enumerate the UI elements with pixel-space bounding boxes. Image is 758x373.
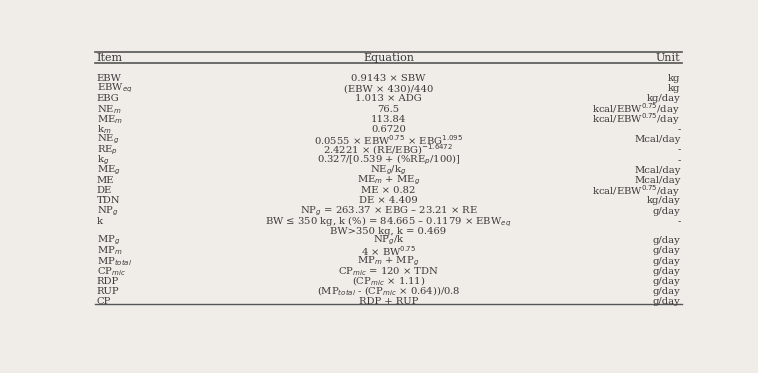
Text: Mcal/day: Mcal/day	[634, 166, 681, 175]
Text: CP$_{mic}$: CP$_{mic}$	[96, 265, 126, 278]
Text: g/day: g/day	[653, 247, 681, 256]
Text: g/day: g/day	[653, 257, 681, 266]
Text: MP$_{g}$: MP$_{g}$	[96, 234, 120, 247]
Text: EBW$_{eq}$: EBW$_{eq}$	[96, 82, 132, 95]
Text: NP$_{g}$: NP$_{g}$	[96, 204, 118, 218]
Text: MP$_{m}$: MP$_{m}$	[96, 245, 122, 257]
Text: Mcal/day: Mcal/day	[634, 176, 681, 185]
Text: 1.013 × ADG: 1.013 × ADG	[355, 94, 422, 103]
Text: MP$_{total}$: MP$_{total}$	[96, 255, 132, 267]
Text: MP$_{m}$ + MP$_{g}$: MP$_{m}$ + MP$_{g}$	[357, 254, 420, 268]
Text: -: -	[677, 125, 681, 134]
Text: RE$_{p}$: RE$_{p}$	[96, 143, 117, 157]
Text: EBW: EBW	[96, 74, 121, 83]
Text: Equation: Equation	[363, 53, 414, 63]
Text: NP$_{g}$ = 263.37 × EBG – 23.21 × RE: NP$_{g}$ = 263.37 × EBG – 23.21 × RE	[299, 204, 478, 218]
Text: -: -	[677, 156, 681, 164]
Text: RUP: RUP	[96, 287, 119, 296]
Text: ME$_{g}$: ME$_{g}$	[96, 164, 121, 177]
Text: TDN: TDN	[96, 197, 120, 206]
Text: ME$_{m}$ + ME$_{g}$: ME$_{m}$ + ME$_{g}$	[357, 174, 420, 187]
Text: RDP: RDP	[96, 277, 119, 286]
Text: Unit: Unit	[656, 53, 681, 63]
Text: g/day: g/day	[653, 267, 681, 276]
Text: CP$_{mic}$ = 120 × TDN: CP$_{mic}$ = 120 × TDN	[338, 265, 439, 278]
Text: CP: CP	[96, 297, 111, 306]
Text: (EBW × 430)/440: (EBW × 430)/440	[344, 84, 433, 93]
Text: BW ≤ 350 kg, k (%) = 84.665 – 0.1179 × EBW$_{eq}$: BW ≤ 350 kg, k (%) = 84.665 – 0.1179 × E…	[265, 214, 512, 229]
Text: 0.9143 × SBW: 0.9143 × SBW	[351, 74, 426, 83]
Text: k$_{m}$: k$_{m}$	[96, 123, 111, 136]
Text: (CP$_{mic}$ × 1.11): (CP$_{mic}$ × 1.11)	[352, 275, 425, 288]
Text: RDP + RUP: RDP + RUP	[359, 297, 418, 306]
Text: ME$_{m}$: ME$_{m}$	[96, 113, 123, 126]
Text: ME: ME	[96, 176, 114, 185]
Text: BW>350 kg, k = 0.469: BW>350 kg, k = 0.469	[330, 226, 446, 235]
Text: g/day: g/day	[653, 297, 681, 306]
Text: -: -	[677, 145, 681, 154]
Text: g/day: g/day	[653, 287, 681, 296]
Text: kcal/EBW$^{0.75}$/day: kcal/EBW$^{0.75}$/day	[593, 183, 681, 199]
Text: 0.0555 × EBW$^{0.75}$ × EBG$^{1.095}$: 0.0555 × EBW$^{0.75}$ × EBG$^{1.095}$	[314, 133, 463, 147]
Text: kg: kg	[668, 84, 681, 93]
Text: Mcal/day: Mcal/day	[634, 135, 681, 144]
Text: 2.4221 × (RE/EBG)$^{-1.6472}$: 2.4221 × (RE/EBG)$^{-1.6472}$	[324, 142, 453, 157]
Text: NE$_{g}$/k$_{g}$: NE$_{g}$/k$_{g}$	[370, 164, 407, 177]
Text: g/day: g/day	[653, 236, 681, 245]
Text: NE$_{m}$: NE$_{m}$	[96, 103, 121, 116]
Text: Item: Item	[96, 53, 123, 63]
Text: kg/day: kg/day	[647, 197, 681, 206]
Text: 4 × BW$^{0.75}$: 4 × BW$^{0.75}$	[361, 244, 416, 258]
Text: kcal/EBW$^{0.75}$/day: kcal/EBW$^{0.75}$/day	[593, 112, 681, 127]
Text: 76.5: 76.5	[377, 105, 399, 114]
Text: NP$_{g}$/k: NP$_{g}$/k	[373, 234, 404, 247]
Text: DE × 4.409: DE × 4.409	[359, 197, 418, 206]
Text: DE: DE	[96, 186, 111, 195]
Text: g/day: g/day	[653, 277, 681, 286]
Text: EBG: EBG	[96, 94, 119, 103]
Text: 0.6720: 0.6720	[371, 125, 406, 134]
Text: kg/day: kg/day	[647, 94, 681, 103]
Text: k$_{g}$: k$_{g}$	[96, 153, 109, 167]
Text: ME × 0.82: ME × 0.82	[362, 186, 415, 195]
Text: (MP$_{total}$ - (CP$_{mic}$ × 0.64))/0.8: (MP$_{total}$ - (CP$_{mic}$ × 0.64))/0.8	[317, 285, 460, 298]
Text: g/day: g/day	[653, 207, 681, 216]
Text: 113.84: 113.84	[371, 115, 406, 124]
Text: kcal/EBW$^{0.75}$/day: kcal/EBW$^{0.75}$/day	[593, 101, 681, 117]
Text: 0.327/[0.539 + (%RE$_{p}$/100)]: 0.327/[0.539 + (%RE$_{p}$/100)]	[317, 153, 460, 167]
Text: k: k	[96, 217, 102, 226]
Text: kg: kg	[668, 74, 681, 83]
Text: -: -	[677, 217, 681, 226]
Text: NE$_{g}$: NE$_{g}$	[96, 133, 119, 147]
